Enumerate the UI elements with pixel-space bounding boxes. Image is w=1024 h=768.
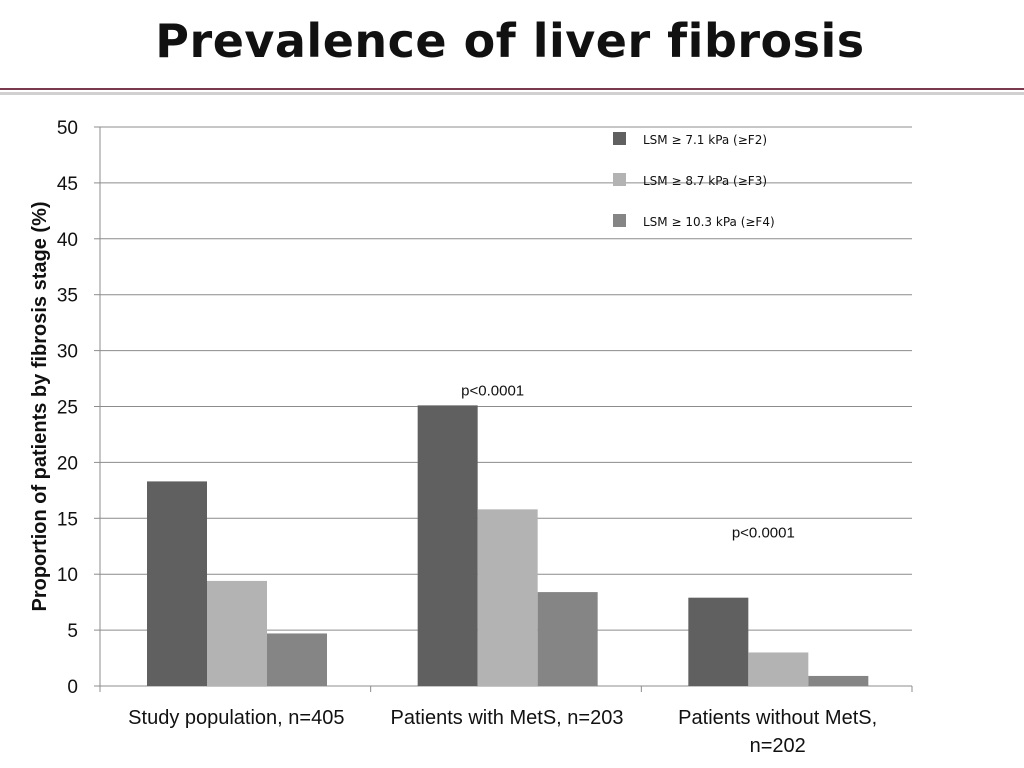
bar-1-2 [417, 405, 478, 686]
y-tick-label: 0 [67, 677, 78, 698]
title-divider-shadow [0, 92, 1024, 95]
y-tick-label: 5 [67, 621, 78, 642]
bar-3-1 [267, 633, 327, 686]
y-tick-label: 30 [57, 342, 78, 363]
legend-label-2: LSM ≥ 8.7 kPa (≥F3) [643, 174, 767, 188]
title-divider [0, 88, 1024, 90]
bar-2-1 [207, 580, 267, 686]
bar-2-2 [477, 509, 538, 686]
y-tick-label: 45 [57, 174, 78, 195]
y-tick-label: 25 [57, 398, 78, 419]
y-tick-label: 20 [57, 453, 78, 474]
bar-1-1 [147, 481, 207, 686]
y-axis-label: Proportion of patients by fibrosis stage… [29, 201, 51, 611]
y-tick-label: 15 [57, 509, 78, 530]
y-tick-label: 35 [57, 286, 78, 307]
x-category-label: Study population, n=405 [128, 707, 344, 729]
page-title: Prevalence of liver fibrosis [155, 14, 865, 68]
legend-swatch-3 [613, 214, 626, 227]
p-value-annotation: p<0.0001 [461, 382, 524, 399]
y-tick-label: 50 [57, 118, 78, 139]
legend-swatch-2 [613, 173, 626, 186]
bar-1-3 [688, 597, 749, 686]
legend-label-3: LSM ≥ 10.3 kPa (≥F4) [643, 215, 775, 229]
p-value-annotation: p<0.0001 [732, 525, 795, 542]
y-tick-label: 10 [57, 565, 78, 586]
legend-label-1: LSM ≥ 7.1 kPa (≥F2) [643, 133, 767, 147]
bar-3-3 [808, 675, 869, 686]
bar-2-3 [748, 652, 809, 686]
x-category-label: Patients without MetS, [678, 707, 877, 729]
bar-3-2 [537, 592, 598, 686]
legend-swatch-1 [613, 132, 626, 145]
y-tick-label: 40 [57, 230, 78, 251]
x-category-label: Patients with MetS, n=203 [391, 707, 624, 729]
x-category-label: n=202 [750, 735, 806, 757]
